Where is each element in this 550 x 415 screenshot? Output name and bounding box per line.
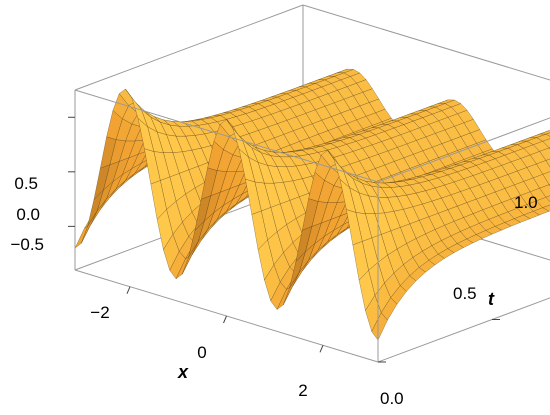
x-tick-label: −2 [90,303,109,322]
t-axis-label: t [488,289,495,309]
z-tick-label: 0.5 [14,174,38,193]
surface-patch [545,195,550,202]
z-tick-label: 0.0 [16,205,40,224]
box-edge [74,89,379,183]
z-tick-label: −0.5 [10,235,44,254]
surface-mesh [74,68,550,341]
t-tick-label: 1.0 [514,193,538,212]
x-tick-label: 2 [298,381,307,400]
x-tick-mark [223,315,227,324]
box-edge [302,4,550,81]
x-tick-label: 0 [197,343,206,362]
bounding-box-front [74,4,550,363]
box-edge [74,4,304,91]
axis-ticks [68,116,500,363]
x-axis-label: x [177,362,189,382]
surface-patch [545,132,550,137]
t-tick-label: 0.0 [380,389,404,408]
x-tick-mark [126,286,131,294]
box-edge [377,117,550,183]
t-tick-label: 0.5 [453,284,477,303]
surface-patch [545,158,550,168]
x-tick-mark [319,345,324,353]
